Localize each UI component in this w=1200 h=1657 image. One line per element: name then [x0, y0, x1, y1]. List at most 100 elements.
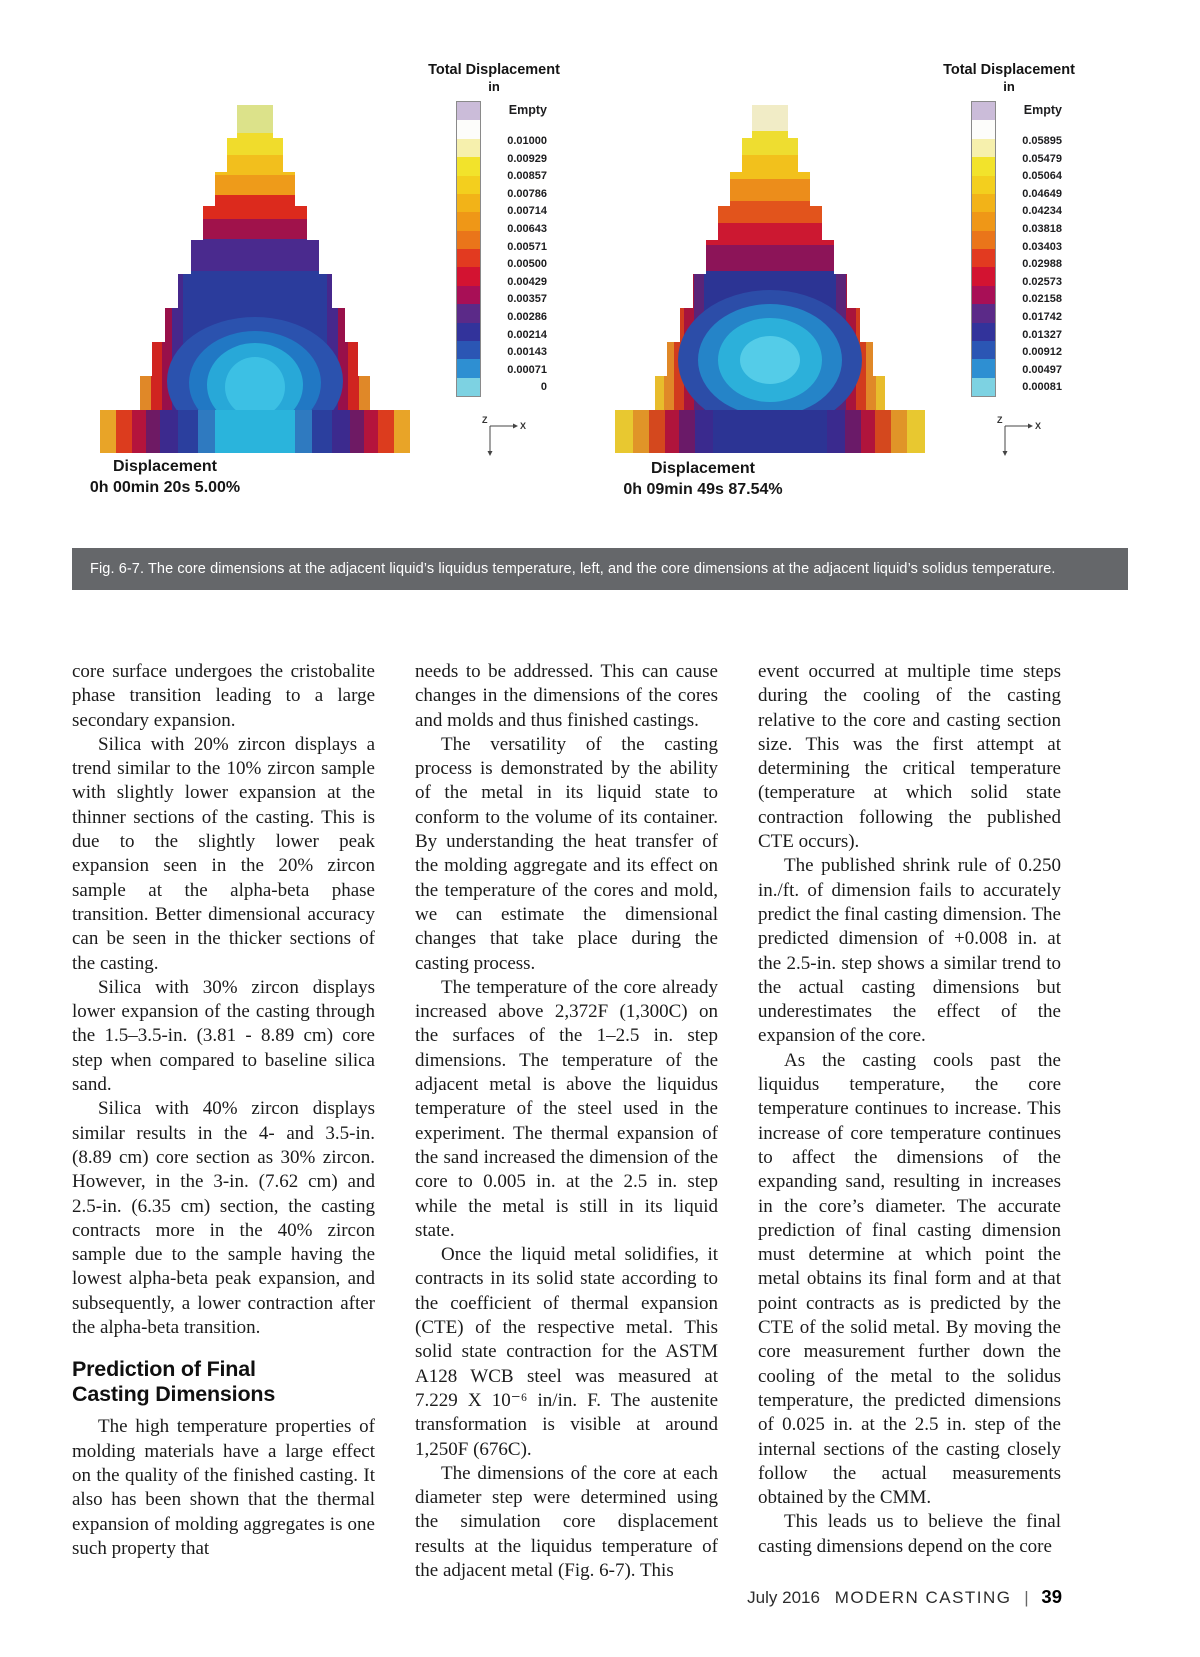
legend-value: 0.00500 — [507, 258, 547, 271]
colorbar-cell — [457, 267, 480, 286]
legend-value: 0.05064 — [1022, 170, 1062, 183]
colorbar-cell — [972, 322, 995, 341]
figure-caption-bar: Fig. 6-7. The core dimensions at the adj… — [72, 548, 1128, 590]
paragraph: This leads us to believe the final casti… — [758, 1511, 1061, 1557]
footer-separator: | — [1024, 1588, 1029, 1607]
legend-empty-label: Empty — [508, 103, 547, 117]
legend-value: 0.00857 — [507, 170, 547, 183]
figure-timestamp-right: Displacement 0h 09min 49s 87.54% — [588, 458, 818, 500]
colorbar-cell — [457, 193, 480, 213]
colorbar-cell — [972, 175, 995, 194]
legend-value: 0.01327 — [1022, 328, 1062, 341]
colorbar-cell — [457, 138, 480, 158]
paragraph: Silica with 30% zircon displays lower ex… — [72, 976, 375, 1096]
paragraph: Silica with 20% zircon displays a trend … — [72, 733, 375, 974]
paragraph: The high temperature properties of moldi… — [72, 1416, 375, 1559]
legend-value: 0.00143 — [507, 346, 547, 359]
paragraph: needs to be addressed. This can cause ch… — [415, 661, 718, 731]
colorbar-cell — [972, 102, 995, 121]
legend-value: 0.00214 — [507, 328, 547, 341]
colorbar-cell — [972, 138, 995, 158]
legend-value: 0.00571 — [507, 240, 547, 253]
displacement-label: Displacement — [112, 458, 218, 475]
colorbar-cell — [972, 230, 995, 249]
legend-value: 0.04649 — [1022, 187, 1062, 200]
paragraph: Once the liquid metal solidifies, it con… — [415, 1244, 718, 1460]
legend-value: 0.00497 — [1022, 363, 1062, 376]
legend-value: 0.02158 — [1022, 293, 1062, 306]
colorbar-cell — [972, 304, 995, 323]
svg-text:X: X — [520, 421, 526, 431]
axis-triad-icon: X Z — [997, 415, 1041, 456]
section-heading: Prediction of Final Casting Dimensions — [72, 1357, 276, 1407]
legend-title: Total Displacement — [428, 62, 560, 78]
paragraph: event occurred at multiple time steps du… — [758, 661, 1061, 853]
casting-contour-plot-left — [100, 105, 410, 453]
legend-value: 0.03403 — [1022, 240, 1062, 253]
colorbar-cell — [457, 359, 480, 378]
contour-bands-right — [615, 105, 925, 453]
colorbar-cell — [972, 285, 995, 305]
colorbar-cell — [972, 267, 995, 286]
colorbar-cell — [457, 340, 480, 360]
colorbar-cell — [457, 120, 480, 139]
legend-value: 0.01742 — [1022, 311, 1062, 323]
colorbar-cell — [457, 322, 480, 341]
colorbar-cell — [972, 120, 995, 139]
svg-text:Z: Z — [482, 415, 488, 425]
legend-value: 0.00286 — [507, 311, 547, 323]
colorbar-cell — [972, 249, 995, 268]
footer-magazine-name: MODERN CASTING — [834, 1588, 1012, 1607]
legend-value: 0.00929 — [507, 152, 547, 165]
paragraph: The versatility of the casting process i… — [415, 733, 718, 974]
paragraph: The published shrink rule of 0.250 in./f… — [758, 855, 1061, 1047]
legend-value: 0.00786 — [507, 187, 547, 200]
colorbar-labels: Empty 0.01000 0.00929 0.00857 0.00786 0.00714… — [489, 101, 553, 397]
legend-value: 0.01000 — [507, 135, 547, 147]
legend-unit: in — [488, 79, 500, 94]
figure-timestamp-left: Displacement 0h 00min 20s 5.00% — [50, 456, 280, 498]
contour-bands-left — [100, 105, 410, 453]
legend-value: 0 — [540, 381, 547, 394]
text-column-middle: needs to be addressed. This can cause ch… — [415, 660, 718, 1583]
legend-value: 0.03818 — [1022, 223, 1062, 235]
paragraph: The temperature of the core already incr… — [415, 976, 718, 1241]
colorbar-cell — [972, 212, 995, 231]
time-percent-label: 0h 09min 49s 87.54% — [623, 481, 783, 498]
page-footer: July 2016 MODERN CASTING | 39 — [72, 1586, 1062, 1608]
article-body: core surface undergoes the cristobalite … — [72, 660, 1062, 1583]
colorbar-cell — [457, 157, 480, 176]
legend-value: 0.05479 — [1022, 152, 1062, 165]
legend-value: 0.00714 — [507, 205, 547, 218]
legend-value: 0.00643 — [507, 223, 547, 235]
text-column-left: core surface undergoes the cristobalite … — [72, 660, 375, 1583]
svg-text:Z: Z — [997, 415, 1003, 425]
colorbar-cell — [972, 359, 995, 378]
legend-value: 0.00429 — [507, 275, 547, 288]
page-number: 39 — [1041, 1586, 1062, 1607]
colorbar-cell — [972, 193, 995, 213]
legend-value: 0.00357 — [507, 293, 547, 306]
colorbar-cell — [457, 304, 480, 323]
legend-title: Total Displacement — [943, 62, 1075, 78]
legend-value: 0.04234 — [1022, 205, 1062, 218]
legend-value: 0.02988 — [1022, 258, 1062, 271]
colorbar-cell — [457, 212, 480, 231]
colorbar-legend-right: Total Displacement in Empty 0.05895 0.0547… — [943, 62, 1075, 456]
colorbar-cell — [457, 102, 480, 121]
casting-contour-plot-right — [615, 105, 925, 453]
axis-triad-icon: X Z — [482, 415, 526, 456]
colorbar-cell — [972, 157, 995, 176]
displacement-label: Displacement — [650, 460, 756, 477]
colorbar-cell — [457, 285, 480, 305]
footer-issue: July 2016 — [747, 1588, 820, 1607]
colorbar-cell — [972, 340, 995, 360]
paragraph: core surface undergoes the cristobalite … — [72, 661, 375, 731]
colorbar-cell — [457, 249, 480, 268]
paragraph: Silica with 40% zircon displays similar … — [72, 1098, 375, 1339]
legend-value: 0.00071 — [507, 363, 547, 376]
colorbar — [971, 101, 996, 397]
colorbar-legend-left: Total Displacement in Empty 0.01000 0.0092… — [428, 62, 560, 456]
legend-unit: in — [1003, 79, 1015, 94]
